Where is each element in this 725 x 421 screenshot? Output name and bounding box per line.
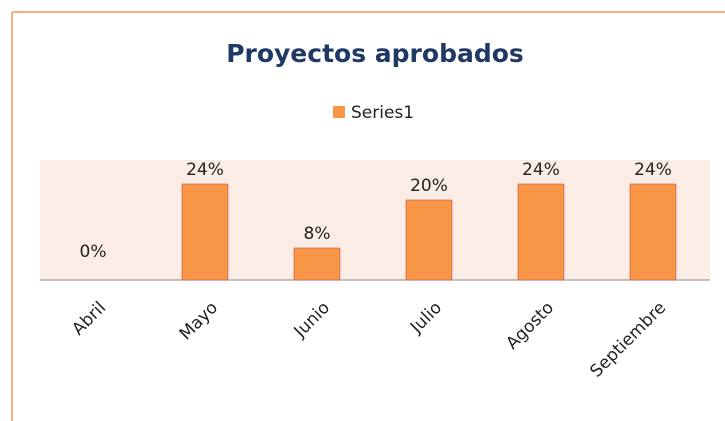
data-label: 24% xyxy=(522,160,560,180)
data-label: 20% xyxy=(410,176,448,196)
bar xyxy=(293,247,341,281)
bar xyxy=(517,183,565,281)
data-label: 8% xyxy=(304,224,331,244)
data-label: 0% xyxy=(80,242,107,262)
bar xyxy=(629,183,677,281)
chart-title: Proyectos aprobados xyxy=(226,39,524,68)
plot-area xyxy=(40,160,710,280)
legend-swatch xyxy=(333,106,345,118)
data-label: 24% xyxy=(634,160,672,180)
bar xyxy=(405,199,453,281)
data-label: 24% xyxy=(186,160,224,180)
legend-label: Series1 xyxy=(351,103,414,123)
bar xyxy=(181,183,229,281)
